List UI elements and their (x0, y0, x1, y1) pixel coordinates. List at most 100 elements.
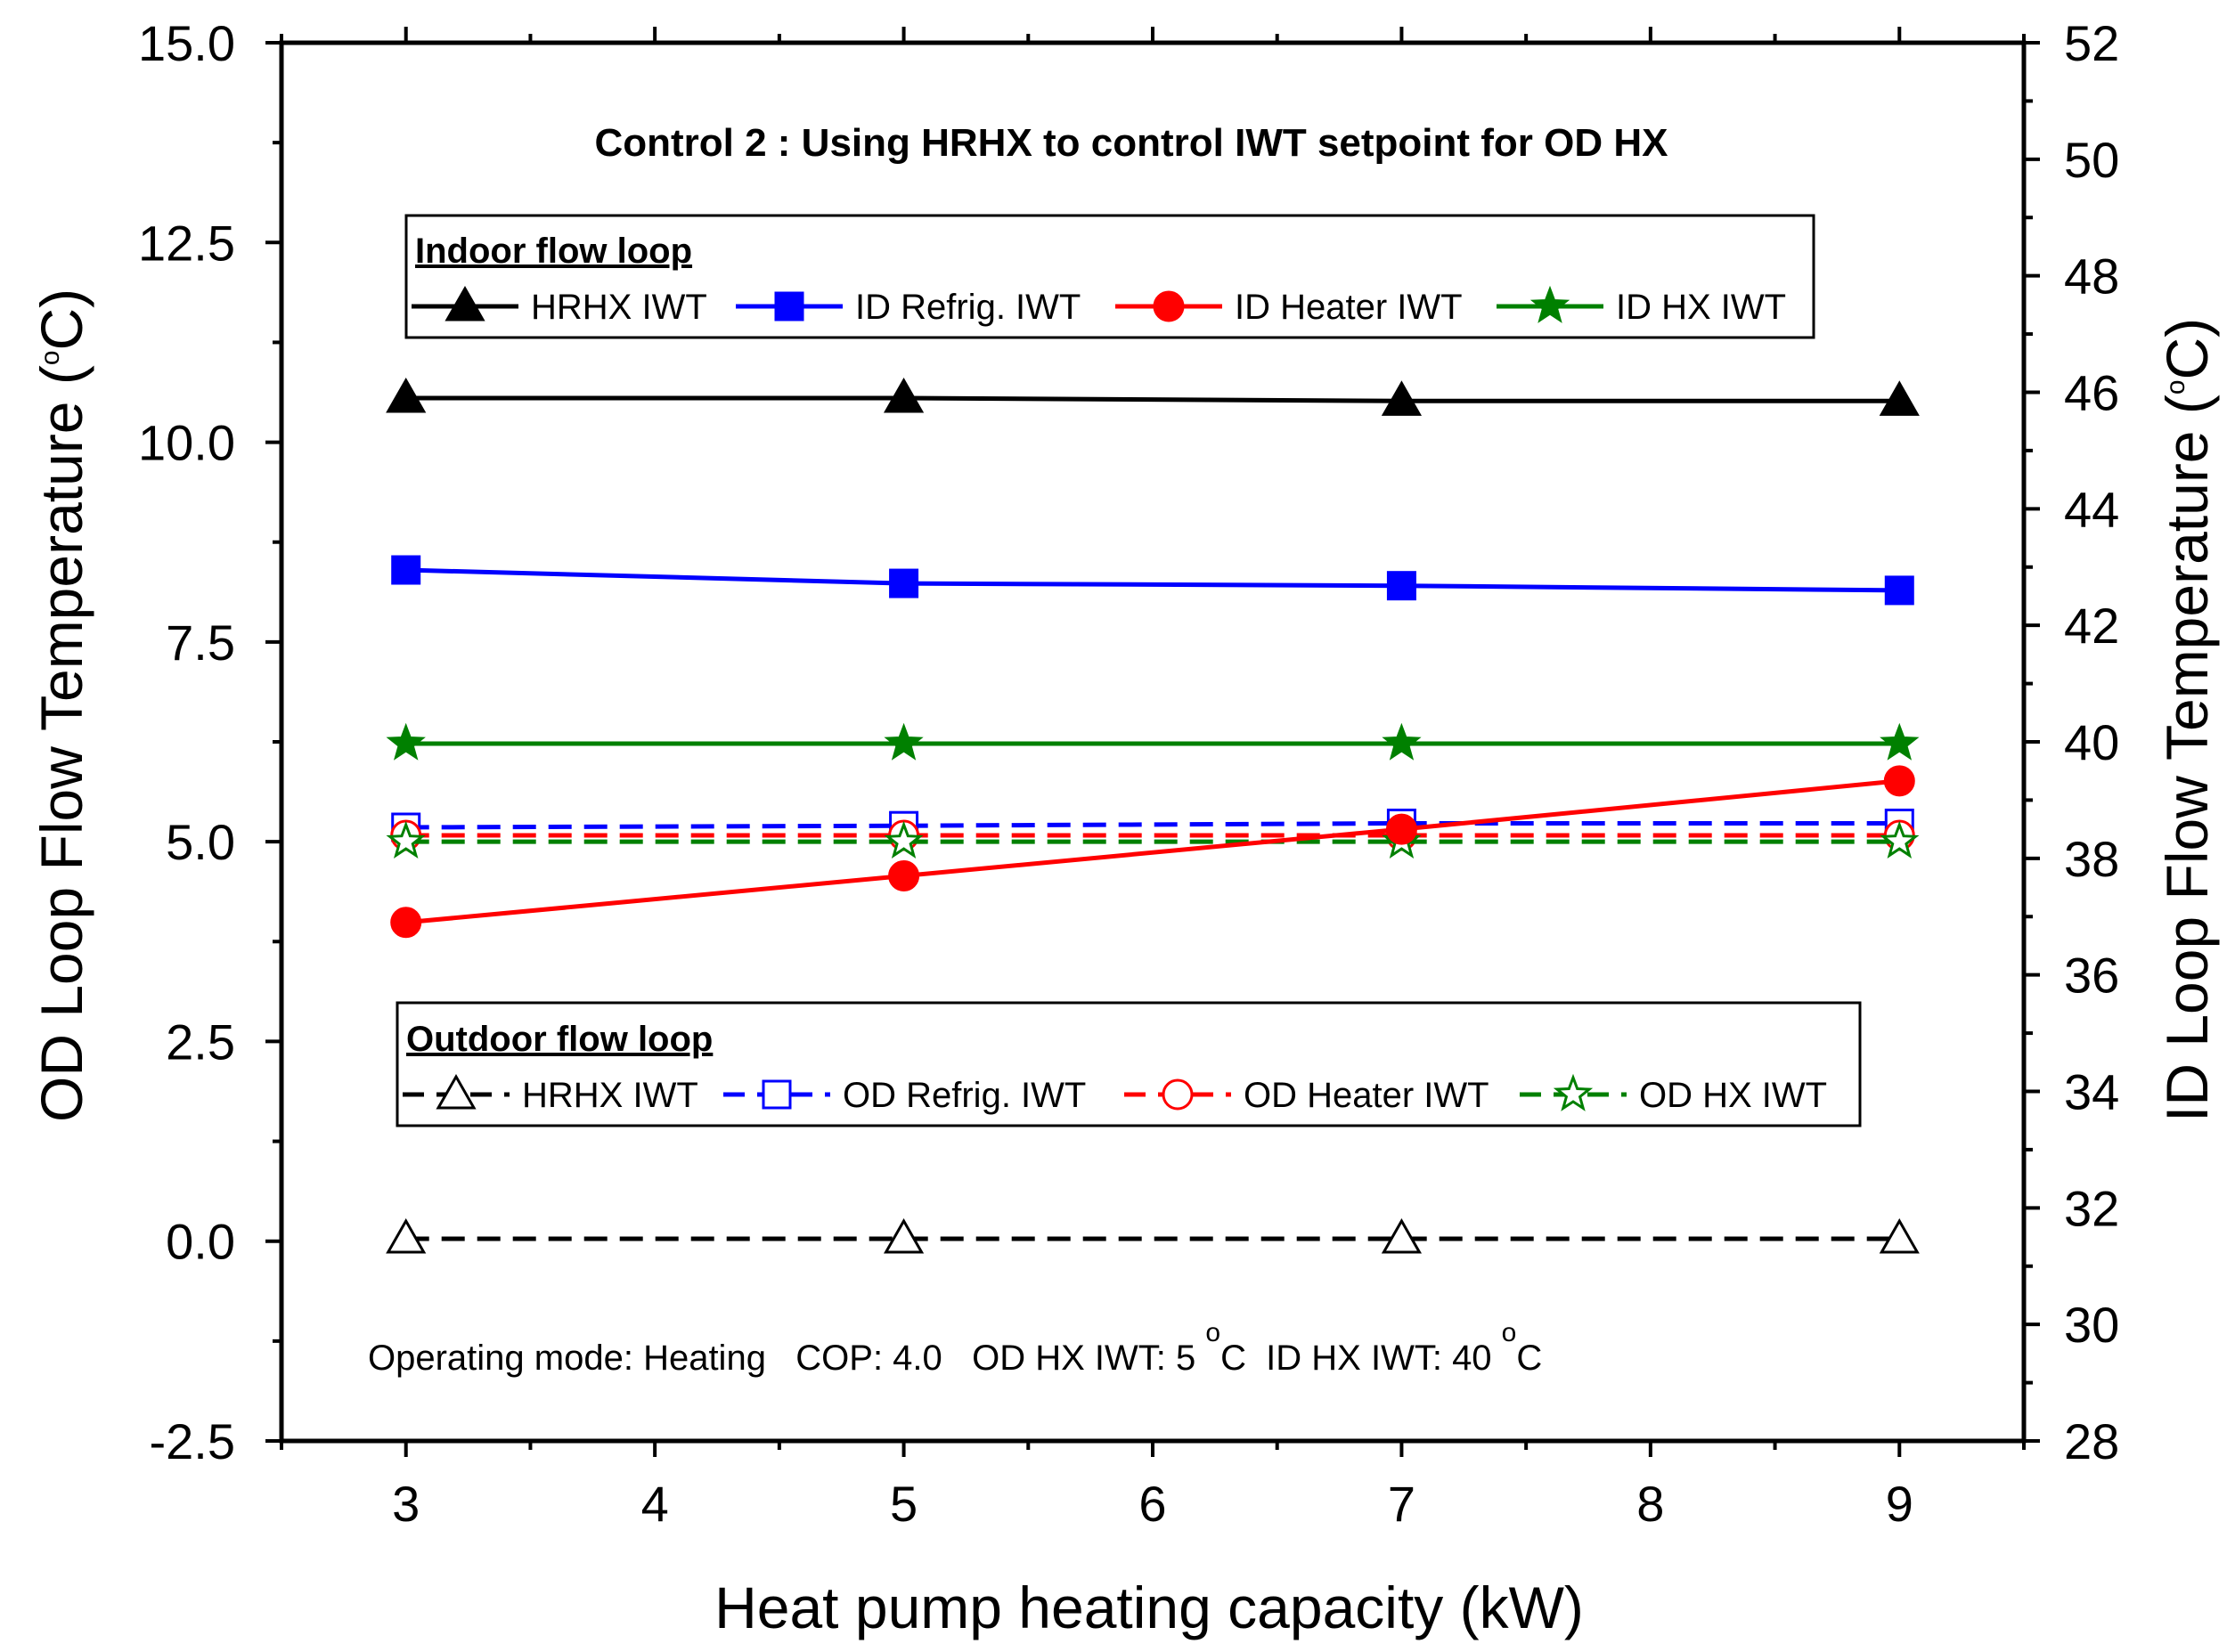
legend-swatch-marker (436, 1073, 477, 1110)
legend-item: OD Refrig. IWT (723, 1076, 1086, 1115)
data-point (386, 1217, 427, 1254)
legend-swatch-marker (774, 291, 804, 321)
legend-swatch-marker (762, 1079, 792, 1110)
y-right-tick-label: 34 (2064, 1064, 2119, 1120)
y-axis-left-title-text: OD Loop Flow Temperature ( (29, 365, 94, 1122)
legend-item: ID HX IWT (1497, 285, 1786, 327)
data-point (888, 859, 920, 891)
data-point (1883, 765, 1915, 797)
data-point (1381, 1217, 1423, 1254)
y-right-tick-label: 44 (2064, 481, 2119, 537)
operating-note-part2: C ID HX IWT: 40 (1220, 1339, 1502, 1378)
legend-swatch-marker (445, 285, 485, 321)
y-right-tick-label: 50 (2064, 132, 2119, 188)
data-point (883, 1217, 925, 1254)
data-point (1386, 571, 1416, 601)
legend-item: OD HX IWT (1520, 1073, 1827, 1115)
series-outdoor-hrhx-iwt (386, 1217, 1920, 1254)
data-point (1385, 813, 1417, 845)
y-right-tick-label: 36 (2064, 948, 2119, 1004)
legend-label: ID Heater IWT (1235, 288, 1463, 327)
plot-frame (279, 40, 2027, 1444)
x-tick-label: 4 (641, 1476, 669, 1532)
legend-indoor-title: Indoor flow loop (415, 232, 692, 271)
x-tick-label: 7 (1388, 1476, 1415, 1532)
operating-note-sup1: o (1205, 1318, 1220, 1347)
y-axis-right-degree: o (2161, 379, 2190, 395)
y-axis-left-title: OD Loop Flow Temperature (oC) (29, 289, 94, 1122)
data-point (889, 568, 919, 598)
y-left-tick-label: 0.0 (166, 1214, 235, 1270)
legend-swatch-marker (1153, 290, 1185, 322)
y-right-tick-label: 30 (2064, 1297, 2119, 1353)
y-right-tick-label: 32 (2064, 1180, 2119, 1236)
legend-swatch-marker (1553, 1073, 1594, 1111)
chart-title: Control 2 : Using HRHX to control IWT se… (594, 121, 1668, 165)
data-point (390, 907, 422, 939)
legend-item: OD Heater IWT (1124, 1076, 1489, 1115)
y-left-tick-label: 12.5 (138, 215, 235, 271)
y-right-tick-label: 46 (2064, 365, 2119, 421)
series-indoor-id-refrig-iwt (391, 555, 1914, 606)
x-tick-label: 5 (890, 1476, 918, 1532)
legend-item: HRHX IWT (412, 285, 707, 327)
data-point (883, 378, 925, 413)
y-left-tick-label: 10.0 (138, 415, 235, 471)
series-indoor-hrhx-iwt (386, 378, 1920, 416)
series-line (405, 778, 1900, 925)
y-right-tick-label: 38 (2064, 831, 2119, 887)
series-line (405, 395, 1900, 403)
data-point (1382, 722, 1422, 761)
operating-note-sup2: o (1502, 1318, 1517, 1347)
operating-note-part3: C (1516, 1339, 1542, 1378)
series-line (405, 567, 1900, 593)
data-point (386, 722, 426, 761)
legend-swatch-marker (1162, 1078, 1194, 1111)
y-axis-right-unit: C) (2154, 318, 2220, 380)
data-point (386, 378, 427, 413)
operating-note-part1: Operating mode: Heating COP: 4.0 OD HX I… (368, 1339, 1205, 1378)
y-right-tick-label: 42 (2064, 598, 2119, 654)
data-point (1880, 820, 1920, 859)
y-right-tick-label: 52 (2064, 15, 2119, 71)
legend-outdoor-box (396, 1001, 1862, 1127)
y-axis-left-degree: o (36, 350, 65, 365)
legend-item: ID Refrig. IWT (736, 288, 1081, 327)
legend-indoor: Indoor flow loop HRHX IWT ID Refrig. IWT I… (404, 214, 1815, 339)
legend-item: HRHX IWT (403, 1073, 698, 1115)
legend-label: OD Heater IWT (1244, 1076, 1489, 1115)
x-axis-title: Heat pump heating capacity (kW) (714, 1575, 1584, 1640)
data-point (884, 722, 924, 761)
y-right-tick-label: 28 (2064, 1413, 2119, 1469)
y-left-tick-label: -2.5 (150, 1413, 236, 1469)
series-indoor-id-heater-iwt (390, 765, 1915, 939)
legend-label: ID HX IWT (1616, 288, 1786, 327)
y-axis-left-unit: C) (29, 289, 94, 351)
legend-outdoor: Outdoor flow loop HRHX IWT OD Refrig. IWT… (396, 1001, 1862, 1127)
data-point (1879, 1217, 1920, 1254)
operating-note: Operating mode: Heating COP: 4.0 OD HX I… (368, 1318, 1542, 1378)
x-tick-label: 3 (392, 1476, 420, 1532)
legend-label: HRHX IWT (531, 288, 707, 327)
y-right-tick-label: 40 (2064, 714, 2119, 770)
y-left-tick-label: 7.5 (166, 614, 235, 671)
y-left-tick-label: 2.5 (166, 1013, 235, 1070)
data-point (1381, 380, 1423, 416)
legend-label: OD HX IWT (1639, 1076, 1827, 1115)
data-point (1879, 380, 1920, 416)
y-axis-right-title-text: ID Loop Flow Temperature ( (2154, 395, 2220, 1122)
y-left-tick-label: 15.0 (138, 15, 235, 71)
legend-outdoor-items: HRHX IWT OD Refrig. IWT OD Heater IWT OD HX… (403, 1073, 1827, 1115)
legend-label: ID Refrig. IWT (855, 288, 1081, 327)
data-point (1880, 722, 1920, 761)
legend-swatch-marker (1529, 285, 1570, 323)
y-left-tick-label: 5.0 (166, 814, 235, 870)
legend-indoor-box (404, 214, 1815, 339)
y-axis-right-title: ID Loop Flow Temperature (oC) (2154, 318, 2220, 1122)
x-tick-label: 6 (1138, 1476, 1166, 1532)
legend-outdoor-title: Outdoor flow loop (406, 1020, 713, 1059)
legend-label: OD Refrig. IWT (843, 1076, 1086, 1115)
data-point (1884, 575, 1914, 606)
legend-item: ID Heater IWT (1115, 288, 1463, 327)
